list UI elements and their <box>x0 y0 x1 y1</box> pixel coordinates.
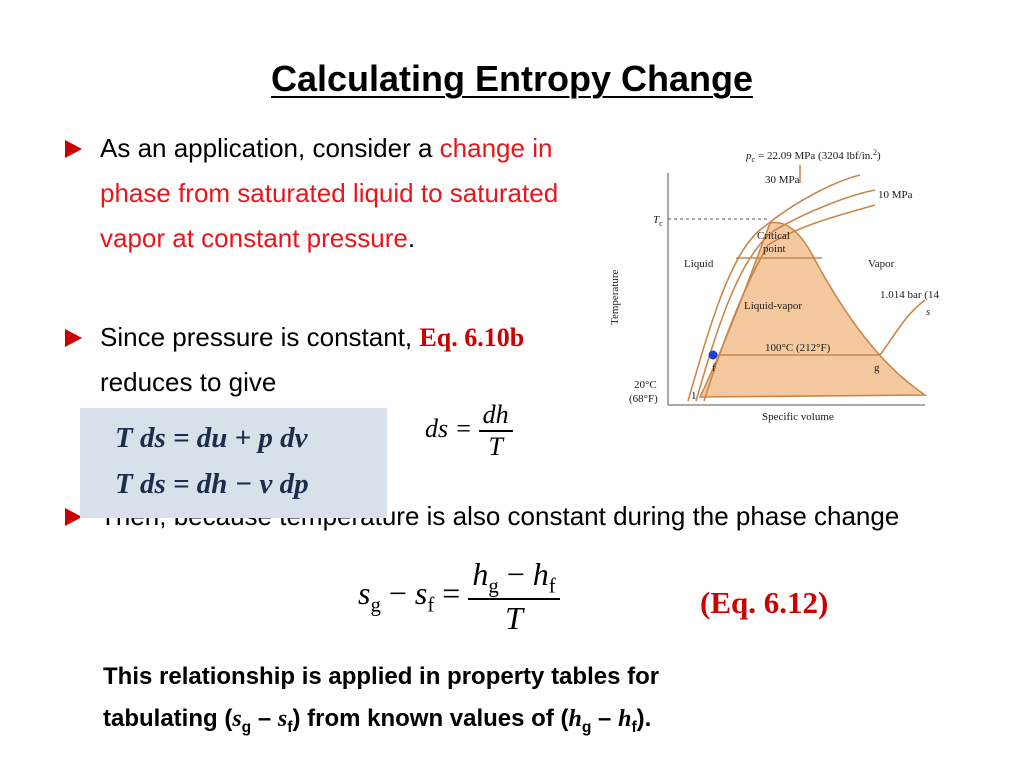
label: 30 MPa <box>765 174 800 186</box>
label: Vapor <box>868 258 895 270</box>
lhs: ds = <box>425 413 473 443</box>
operator: = <box>442 575 461 612</box>
subscript: f <box>287 718 293 736</box>
highlight-text: change in phase from saturated liquid to… <box>100 133 559 253</box>
symbol: h <box>568 706 582 732</box>
equation: T ds = dh − v dp <box>115 468 309 500</box>
label: Tc <box>653 214 663 228</box>
dash: – <box>598 705 612 732</box>
bullet-text: . <box>407 223 416 253</box>
symbol: h <box>618 706 632 732</box>
subscript: f <box>631 718 637 736</box>
label: point <box>763 243 786 255</box>
equation-ref: Eq. 6.10b <box>419 323 525 352</box>
dash: – <box>257 705 272 732</box>
title: Calculating Entropy Change <box>270 58 754 99</box>
label: 1 <box>691 390 697 402</box>
subscript: g <box>241 718 252 736</box>
bullet: As an application, consider a change in … <box>65 126 590 261</box>
symbol: h <box>532 556 549 592</box>
axis-label: Temperature <box>609 269 621 325</box>
symbol: h <box>472 556 489 592</box>
axis-label: Specific volume <box>762 411 834 423</box>
label: Liquid <box>684 258 714 270</box>
label: (68°F) <box>629 393 658 405</box>
bullet-text: As an application, consider a <box>100 133 433 163</box>
equation-box: T ds = du + p dv T ds = dh − v dp <box>80 408 387 518</box>
note-text: tabulating ( <box>103 705 233 732</box>
note-line: tabulating (sg – sf) from known values o… <box>103 698 659 749</box>
label: 1.014 bar (14.7 lbf/in.2) <box>880 287 940 301</box>
equation-label: (Eq. 6.12) <box>700 585 829 620</box>
subscript: f <box>427 593 435 617</box>
note-text: ). <box>636 705 652 732</box>
bullet-arrow <box>65 508 82 526</box>
subscript: g <box>370 593 381 617</box>
subscript: g <box>488 574 499 598</box>
note-text: ) from known values of ( <box>292 705 569 732</box>
t-v-diagram: pc = 22.09 MPa (3204 lbf/in.2) 30 MPa 10 … <box>609 148 940 423</box>
label: f <box>712 362 716 374</box>
note: This relationship is applied in property… <box>103 656 659 749</box>
bullet-text: Since pressure is constant, <box>100 322 413 352</box>
state-point <box>708 350 718 360</box>
fraction: dh T <box>478 400 513 462</box>
equation: T ds = du + p dv <box>115 422 308 454</box>
symbol: s <box>277 706 288 732</box>
operator: − <box>388 575 407 612</box>
label: 10 MPa <box>878 189 913 201</box>
numerator: dh <box>478 400 513 432</box>
curves <box>687 165 928 402</box>
label: 20°C <box>634 379 657 391</box>
label: s <box>926 306 930 318</box>
subscript: g <box>581 718 592 736</box>
bullet-text: reduces to give <box>100 367 277 397</box>
subscript: f <box>548 574 556 598</box>
label: Critical <box>757 230 790 242</box>
label: 100°C (212°F) <box>765 342 831 354</box>
operator: − <box>506 556 525 592</box>
label: pc = 22.09 MPa (3204 lbf/in.2) <box>745 148 881 164</box>
entropy-equation: sg − sf = hg − hf T <box>358 556 560 637</box>
fraction: hg − hf T <box>468 556 560 637</box>
symbol: s <box>232 706 242 732</box>
symbol: s <box>414 575 428 612</box>
ds-equation: ds = dh T <box>425 400 513 462</box>
symbol: s <box>358 575 371 612</box>
bullet: Since pressure is constant, Eq. 6.10b re… <box>65 315 590 405</box>
label: g <box>874 362 880 374</box>
bullet-arrow <box>65 329 82 347</box>
denominator: T <box>505 600 523 637</box>
note-line: This relationship is applied in property… <box>103 663 660 690</box>
bullet-arrow <box>65 140 82 158</box>
denominator: T <box>488 432 503 461</box>
numerator: hg − hf <box>468 556 560 601</box>
label: Liquid-vapor <box>744 300 802 312</box>
